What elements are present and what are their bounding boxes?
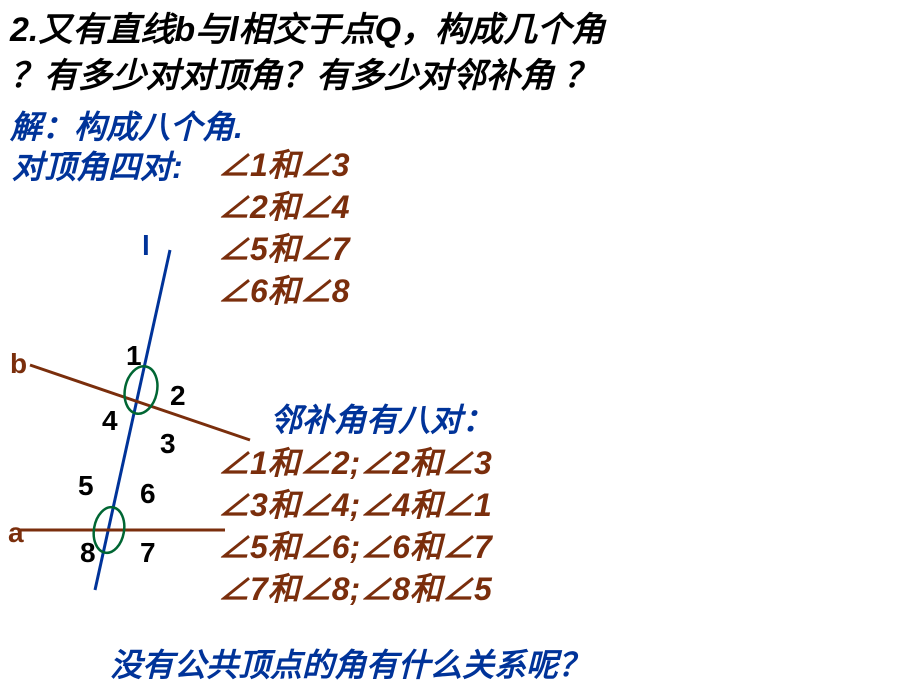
- question-text: 2.又有直线b与l相交于点Q，构成几个角 ？有多少对对顶角？有多少对邻补角 ？: [0, 0, 920, 100]
- label-line-l: l: [142, 230, 150, 262]
- question-line-1: 2.又有直线b与l相交于点Q，构成几个角: [10, 11, 605, 49]
- footer-question: 没有公共顶点的角有什么关系呢？: [110, 640, 590, 686]
- angle-label-5: 5: [78, 470, 94, 502]
- diagram-svg: [0, 230, 260, 610]
- vertical-pair-1: ∠1和∠3: [218, 140, 350, 186]
- angle-label-4: 4: [102, 405, 118, 437]
- adjacent-angles-label: 邻补角有八对：: [270, 395, 494, 441]
- angle-label-3: 3: [160, 428, 176, 460]
- question-line-2: ？有多少对对顶角？有多少对邻补角 ？: [10, 57, 597, 95]
- angle-label-1: 1: [126, 340, 142, 372]
- label-line-a: a: [8, 517, 24, 549]
- angle-label-6: 6: [140, 478, 156, 510]
- label-line-b: b: [10, 348, 27, 380]
- angle-label-2: 2: [170, 380, 186, 412]
- line-b: [30, 365, 250, 440]
- geometry-diagram: l b a 1 2 3 4 5 6 7 8: [0, 230, 260, 610]
- angle-label-7: 7: [140, 537, 156, 569]
- solution-intro: 解：构成八个角.: [0, 102, 920, 148]
- angle-label-8: 8: [80, 537, 96, 569]
- vertical-angles-label: 对顶角四对:: [12, 142, 183, 188]
- vertical-pair-2: ∠2和∠4: [218, 182, 350, 228]
